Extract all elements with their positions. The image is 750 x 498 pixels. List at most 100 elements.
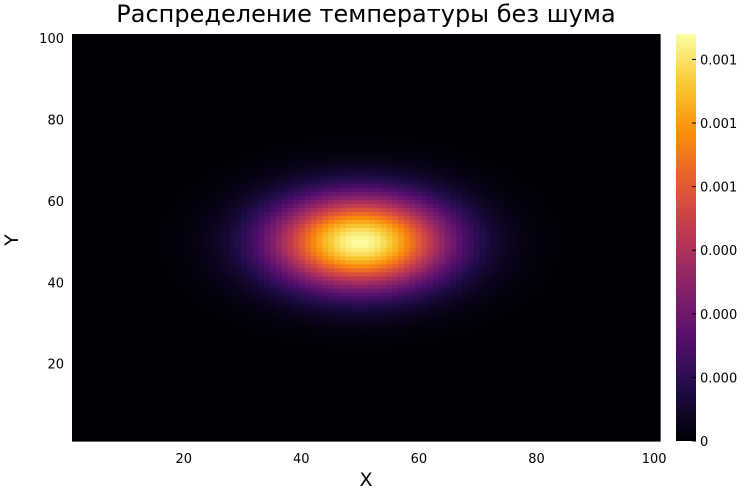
heatmap-cell bbox=[636, 420, 644, 426]
heatmap-cell bbox=[246, 320, 254, 325]
heatmap-cell bbox=[537, 267, 545, 273]
heatmap-cell bbox=[636, 271, 644, 277]
heatmap-cell bbox=[95, 408, 102, 414]
heatmap-cell bbox=[444, 432, 452, 438]
heatmap-cell bbox=[194, 368, 201, 374]
heatmap-cell bbox=[648, 271, 655, 277]
heatmap-cell bbox=[473, 348, 481, 353]
heatmap-cell bbox=[432, 271, 440, 277]
heatmap-cell bbox=[72, 299, 79, 305]
heatmap-cell bbox=[124, 360, 131, 366]
heatmap-cell bbox=[491, 380, 498, 386]
heatmap-cell bbox=[502, 279, 510, 285]
heatmap-cell bbox=[578, 364, 585, 370]
heatmap-cell bbox=[77, 303, 85, 309]
heatmap-cell bbox=[607, 384, 615, 390]
heatmap-cell bbox=[473, 376, 481, 382]
heatmap-cell bbox=[333, 247, 341, 253]
heatmap-cell bbox=[89, 303, 96, 309]
heatmap-cell bbox=[194, 384, 201, 390]
heatmap-cell bbox=[176, 259, 184, 265]
heatmap-cell bbox=[281, 283, 288, 289]
heatmap-cell bbox=[496, 408, 504, 414]
heatmap-cell bbox=[654, 255, 661, 261]
heatmap-cell bbox=[246, 259, 254, 265]
heatmap-cell bbox=[170, 295, 178, 301]
heatmap-cell bbox=[479, 283, 486, 289]
heatmap-cell bbox=[450, 352, 457, 357]
heatmap-cell bbox=[235, 416, 242, 422]
heatmap-cell bbox=[444, 436, 452, 442]
heatmap-cell bbox=[264, 271, 271, 277]
heatmap-cell bbox=[613, 275, 620, 281]
heatmap-cell bbox=[403, 279, 411, 285]
heatmap-cell bbox=[630, 275, 638, 281]
heatmap-cell bbox=[363, 283, 370, 289]
heatmap-cell bbox=[555, 416, 562, 422]
heatmap-cell bbox=[130, 308, 137, 313]
heatmap-cell bbox=[269, 384, 277, 390]
heatmap-cell bbox=[561, 303, 568, 309]
heatmap-cell bbox=[351, 352, 358, 357]
heatmap-cell bbox=[566, 295, 574, 301]
heatmap-cell bbox=[648, 364, 655, 370]
heatmap-cell bbox=[141, 384, 149, 390]
heatmap-cell bbox=[106, 332, 114, 337]
heatmap-cell bbox=[595, 320, 603, 325]
heatmap-cell bbox=[561, 436, 568, 442]
heatmap-cell bbox=[555, 412, 562, 418]
heatmap-cell bbox=[293, 271, 300, 277]
heatmap-cell bbox=[444, 299, 452, 305]
heatmap-cell bbox=[514, 308, 521, 313]
heatmap-cell bbox=[549, 400, 556, 406]
heatmap-cell bbox=[595, 408, 603, 414]
heatmap-cell bbox=[235, 251, 242, 257]
heatmap-cell bbox=[491, 295, 498, 301]
heatmap-cell bbox=[351, 299, 358, 305]
heatmap-cell bbox=[392, 243, 399, 249]
heatmap-cell bbox=[205, 380, 213, 386]
heatmap-cell bbox=[456, 436, 463, 442]
heatmap-cell bbox=[467, 352, 475, 357]
heatmap-cell bbox=[246, 352, 254, 357]
heatmap-cell bbox=[217, 287, 224, 293]
heatmap-cell bbox=[188, 320, 195, 325]
heatmap-cell bbox=[642, 275, 649, 281]
heatmap-cell bbox=[252, 432, 259, 438]
heatmap-cell bbox=[386, 408, 393, 414]
heatmap-cell bbox=[630, 312, 638, 317]
heatmap-cell bbox=[275, 263, 283, 269]
heatmap-cell bbox=[264, 291, 271, 297]
heatmap-cell bbox=[211, 340, 219, 345]
heatmap-cell bbox=[275, 332, 283, 337]
heatmap-cell bbox=[555, 368, 562, 374]
heatmap-cell bbox=[654, 283, 661, 289]
heatmap-cell bbox=[549, 259, 556, 265]
heatmap-cell bbox=[357, 400, 364, 406]
heatmap-cell bbox=[601, 295, 609, 301]
heatmap-cell bbox=[590, 267, 597, 273]
heatmap-cell bbox=[165, 396, 172, 402]
heatmap-cell bbox=[380, 420, 387, 426]
heatmap-cell bbox=[310, 287, 318, 293]
heatmap-cell bbox=[246, 380, 254, 386]
heatmap-cell bbox=[531, 320, 539, 325]
heatmap-cell bbox=[438, 436, 446, 442]
heatmap-cell bbox=[275, 287, 283, 293]
heatmap-cell bbox=[555, 372, 562, 378]
heatmap-cell bbox=[211, 312, 219, 317]
heatmap-cell bbox=[153, 336, 160, 341]
heatmap-cell bbox=[351, 340, 358, 345]
heatmap-cell bbox=[287, 320, 294, 325]
heatmap-cell bbox=[322, 352, 329, 357]
heatmap-cell bbox=[217, 328, 224, 333]
heatmap-cell bbox=[77, 308, 85, 313]
heatmap-cell bbox=[619, 352, 626, 357]
heatmap-cell bbox=[310, 404, 318, 410]
heatmap-cell bbox=[95, 380, 102, 386]
heatmap-cell bbox=[112, 303, 120, 309]
heatmap-cell bbox=[333, 380, 341, 386]
heatmap-cell bbox=[595, 332, 603, 337]
heatmap-cell bbox=[345, 267, 353, 273]
heatmap-cell bbox=[357, 291, 364, 297]
